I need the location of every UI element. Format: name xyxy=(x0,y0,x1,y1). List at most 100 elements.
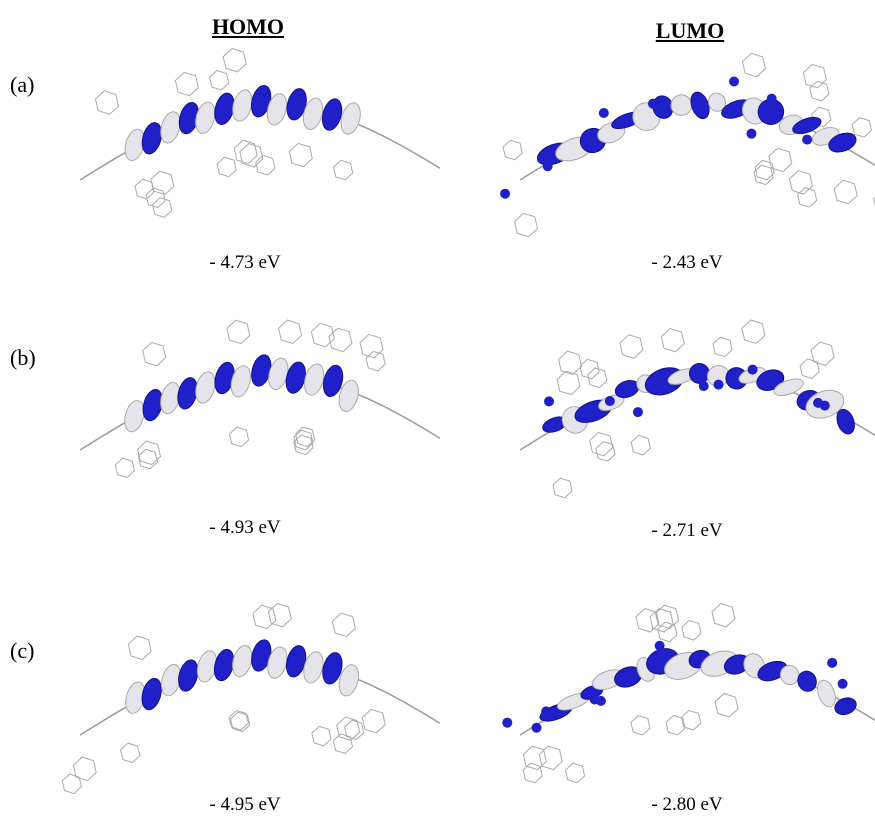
orbital-lobe xyxy=(590,695,600,705)
energy-label: - 4.95 eV xyxy=(209,794,280,816)
ring xyxy=(223,49,246,72)
ring xyxy=(268,604,291,627)
ring xyxy=(234,140,257,163)
orbital-lobe xyxy=(699,381,709,391)
orbital-lobe xyxy=(175,658,201,694)
orbital-drawings xyxy=(0,0,875,817)
ring xyxy=(810,81,829,101)
ring xyxy=(73,757,96,781)
ring xyxy=(588,368,607,388)
ring xyxy=(800,359,819,379)
ring xyxy=(289,143,312,166)
ring xyxy=(631,716,650,736)
ring xyxy=(334,160,353,180)
ring xyxy=(362,709,385,732)
ring xyxy=(279,320,302,343)
orbital-lobe xyxy=(193,370,219,406)
ring xyxy=(143,342,166,365)
ring xyxy=(503,140,522,160)
orbital-lobe xyxy=(714,380,724,390)
energy-label: - 2.43 eV xyxy=(651,252,722,274)
ring xyxy=(682,621,701,641)
ring xyxy=(566,763,585,783)
energy-label: - 4.73 eV xyxy=(209,252,280,274)
orbital-lobe xyxy=(648,99,658,109)
ring xyxy=(210,71,229,91)
ring xyxy=(360,334,383,357)
orbital-lobe xyxy=(814,678,839,709)
ring xyxy=(146,188,165,208)
orbital-lobe xyxy=(541,706,551,716)
row-label: (c) xyxy=(10,638,34,664)
ring xyxy=(333,734,352,754)
orbital-lobe xyxy=(139,121,165,157)
ring xyxy=(712,604,735,627)
ring xyxy=(658,622,677,642)
energy-label: - 4.93 eV xyxy=(209,517,280,539)
orbital-lobe xyxy=(543,161,553,171)
ring xyxy=(715,694,738,717)
ring xyxy=(834,180,857,203)
ring xyxy=(553,478,572,498)
orbital-lobe xyxy=(633,407,643,417)
orbital-lobe xyxy=(301,362,327,398)
ring xyxy=(217,157,236,177)
ring xyxy=(636,609,659,632)
ring xyxy=(62,774,81,794)
ring xyxy=(811,342,834,365)
ring xyxy=(852,118,871,138)
ring xyxy=(138,449,157,469)
orbital-lobe xyxy=(748,365,758,375)
orbital-lobe xyxy=(599,108,609,118)
ring xyxy=(121,743,140,763)
orbital-lobe xyxy=(532,723,542,733)
ring xyxy=(96,91,119,114)
orbital-lobe xyxy=(767,94,777,104)
orbital-lobe xyxy=(802,135,812,145)
ring xyxy=(366,351,385,371)
orbital-lobe xyxy=(820,401,830,411)
orbital-lobe xyxy=(500,189,510,199)
orbital-lobe xyxy=(838,679,848,689)
ring xyxy=(332,613,355,636)
orbital-lobe xyxy=(544,396,554,406)
orbital-lobe xyxy=(502,718,512,728)
ring xyxy=(229,711,248,731)
ring xyxy=(312,726,331,746)
ring xyxy=(557,371,580,394)
column-header: LUMO xyxy=(656,18,724,44)
ring xyxy=(742,320,765,343)
orbital-lobe xyxy=(729,76,739,86)
ring xyxy=(620,335,643,358)
ring xyxy=(790,171,813,194)
ring xyxy=(115,458,134,478)
ring xyxy=(580,359,599,379)
energy-label: - 2.80 eV xyxy=(651,794,722,816)
ring xyxy=(230,427,249,447)
orbital-lobe xyxy=(139,676,165,712)
ring xyxy=(661,328,684,351)
ring xyxy=(743,53,766,76)
ring xyxy=(227,320,250,343)
ring xyxy=(256,156,275,176)
ring xyxy=(713,337,732,357)
column-header: HOMO xyxy=(212,14,284,40)
orbital-lobe xyxy=(827,658,837,668)
ring xyxy=(769,148,792,171)
ring xyxy=(596,442,615,462)
figure: HOMO LUMO (a) (b) (c) - 4.73 eV - 2.43 e… xyxy=(0,0,875,817)
ring xyxy=(128,636,151,659)
orbital-lobe xyxy=(668,92,695,118)
ring xyxy=(253,605,276,628)
orbital-lobe xyxy=(746,129,756,139)
row-label: (b) xyxy=(10,345,36,371)
energy-label: - 2.71 eV xyxy=(651,520,722,542)
ring xyxy=(153,198,172,218)
ring xyxy=(175,72,198,95)
ring xyxy=(515,213,538,236)
ring xyxy=(803,64,826,87)
row-label: (a) xyxy=(10,72,34,98)
ring xyxy=(631,435,650,455)
ring xyxy=(666,716,685,736)
ring xyxy=(240,144,263,167)
